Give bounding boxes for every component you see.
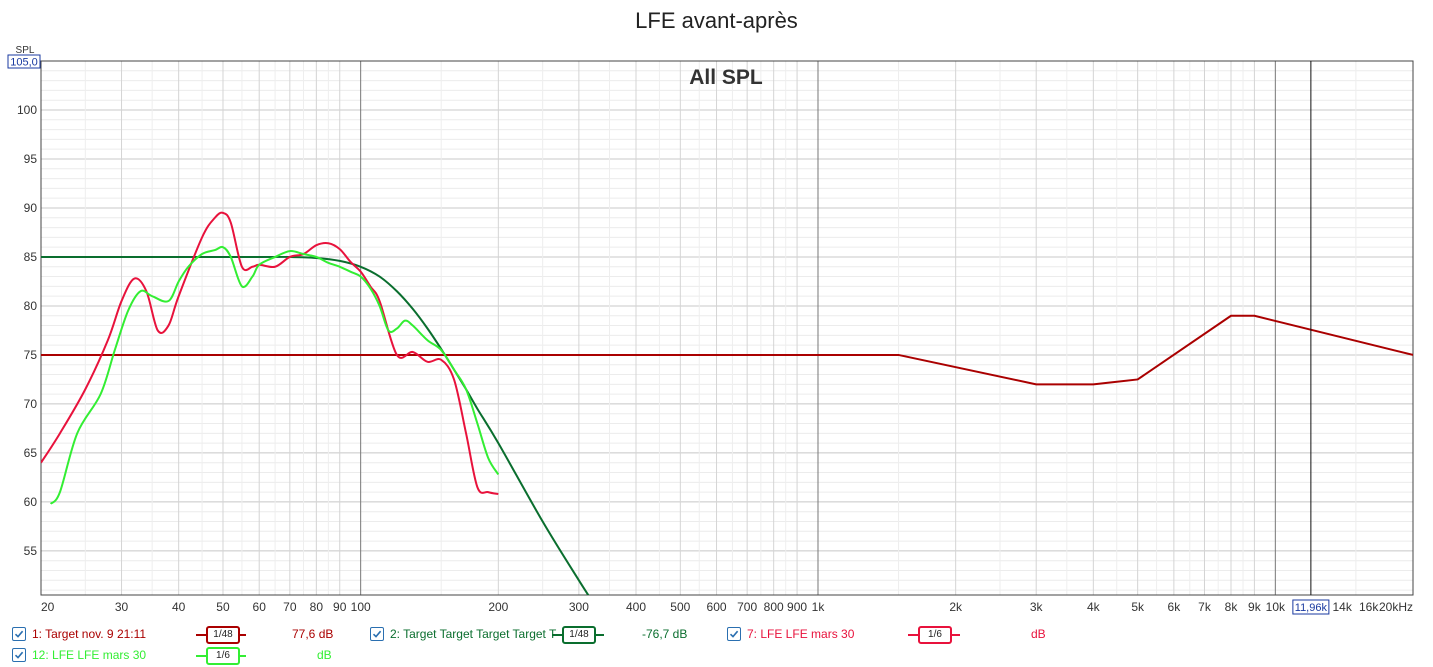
smoothing-control[interactable]: 1/48 (196, 625, 246, 644)
legend-value: dB (1031, 627, 1046, 641)
checkbox-icon[interactable] (12, 627, 26, 641)
x-tick-label: 20kHz (1379, 600, 1413, 614)
legend-item-target-nov[interactable]: 1: Target nov. 9 21:11 (12, 625, 146, 643)
cursor-readout: 11,96k (1295, 602, 1328, 614)
series-lfe-7-line (41, 211, 499, 496)
x-tick-label: 400 (626, 600, 646, 614)
x-tick-label: 90 (333, 600, 347, 614)
checkbox-icon[interactable] (12, 648, 26, 662)
checkbox-icon[interactable] (727, 627, 741, 641)
x-tick-label: 60 (253, 600, 267, 614)
legend-label: 12: LFE LFE mars 30 (32, 648, 147, 662)
y-tick-label: 70 (24, 397, 38, 411)
x-tick-label: 9k (1248, 600, 1262, 614)
legend-value: -76,7 dB (642, 627, 688, 641)
legend-item-lfe-7[interactable]: 7: LFE LFE mars 30 (727, 625, 854, 643)
smoothing-label: 1/48 (562, 626, 596, 644)
x-tick-label: 200 (488, 600, 508, 614)
x-tick-label: 3k (1030, 600, 1044, 614)
chart-title: LFE avant-après (635, 8, 798, 33)
y-tick-label: 60 (24, 495, 38, 509)
smoothing-control[interactable]: 1/6 (196, 646, 246, 665)
y-tick-label: 90 (24, 201, 38, 215)
y-tick-label: 100 (17, 103, 37, 117)
smoothing-label: 1/48 (206, 626, 240, 644)
smoothing-control[interactable]: 1/48 (552, 625, 604, 644)
x-tick-label: 70 (283, 600, 297, 614)
y-readout: 105,0 (10, 57, 38, 69)
x-tick-label: 7k (1198, 600, 1212, 614)
chart-subtitle: All SPL (689, 66, 763, 89)
legend-value: 77,6 dB (292, 627, 334, 641)
legend-item-target-target[interactable]: 2: Target Target Target Target T (370, 625, 556, 643)
x-tick-label: 20 (41, 600, 55, 614)
cursor-readout-box (1292, 599, 1330, 615)
x-tick-label: 80 (310, 600, 324, 614)
x-tick-label: 100 (351, 600, 371, 614)
x-tick-label: 500 (670, 600, 690, 614)
x-tick-label: 300 (569, 600, 589, 614)
x-tick-label: 16k (1359, 600, 1379, 614)
legend-label: 1: Target nov. 9 21:11 (32, 627, 147, 641)
series-lfe-12-line (49, 245, 500, 505)
smoothing-label: 1/6 (206, 647, 240, 665)
legend-item-lfe-12[interactable]: 12: LFE LFE mars 30 (12, 646, 146, 664)
legend-value: dB (317, 648, 332, 662)
x-tick-label: 6k (1168, 600, 1182, 614)
x-tick-label: 10k (1266, 600, 1286, 614)
x-tick-label: 700 (737, 600, 757, 614)
legend-label: 7: LFE LFE mars 30 (747, 627, 855, 641)
checkbox-icon[interactable] (370, 627, 384, 641)
x-tick-label: 30 (115, 600, 129, 614)
x-tick-label: 900 (787, 600, 807, 614)
series-target-line (41, 314, 1413, 386)
y-tick-label: 55 (24, 544, 38, 558)
x-tick-label: 5k (1131, 600, 1145, 614)
smoothing-control[interactable]: 1/6 (908, 625, 960, 644)
y-tick-label: 95 (24, 152, 38, 166)
y-tick-label: 80 (24, 299, 38, 313)
y-axis-label: SPL (16, 45, 35, 56)
x-tick-label: 40 (172, 600, 186, 614)
x-tick-label: 50 (216, 600, 230, 614)
plot-area (41, 61, 1413, 595)
x-tick-label: 14k (1332, 600, 1352, 614)
x-tick-label: 4k (1087, 600, 1101, 614)
x-tick-label: 8k (1225, 600, 1239, 614)
y-readout-box (7, 54, 41, 69)
x-tick-label: 800 (764, 600, 784, 614)
legend-label: 2: Target Target Target Target T (390, 627, 557, 641)
y-tick-label: 75 (24, 348, 38, 362)
y-tick-label: 65 (24, 446, 38, 460)
x-tick-label: 600 (707, 600, 727, 614)
plot-border (40, 60, 1414, 596)
x-tick-label: 1k (812, 600, 826, 614)
y-tick-label: 85 (24, 250, 38, 264)
smoothing-label: 1/6 (918, 626, 952, 644)
x-tick-label: 2k (949, 600, 963, 614)
series-target-rolloff-line (41, 255, 590, 595)
